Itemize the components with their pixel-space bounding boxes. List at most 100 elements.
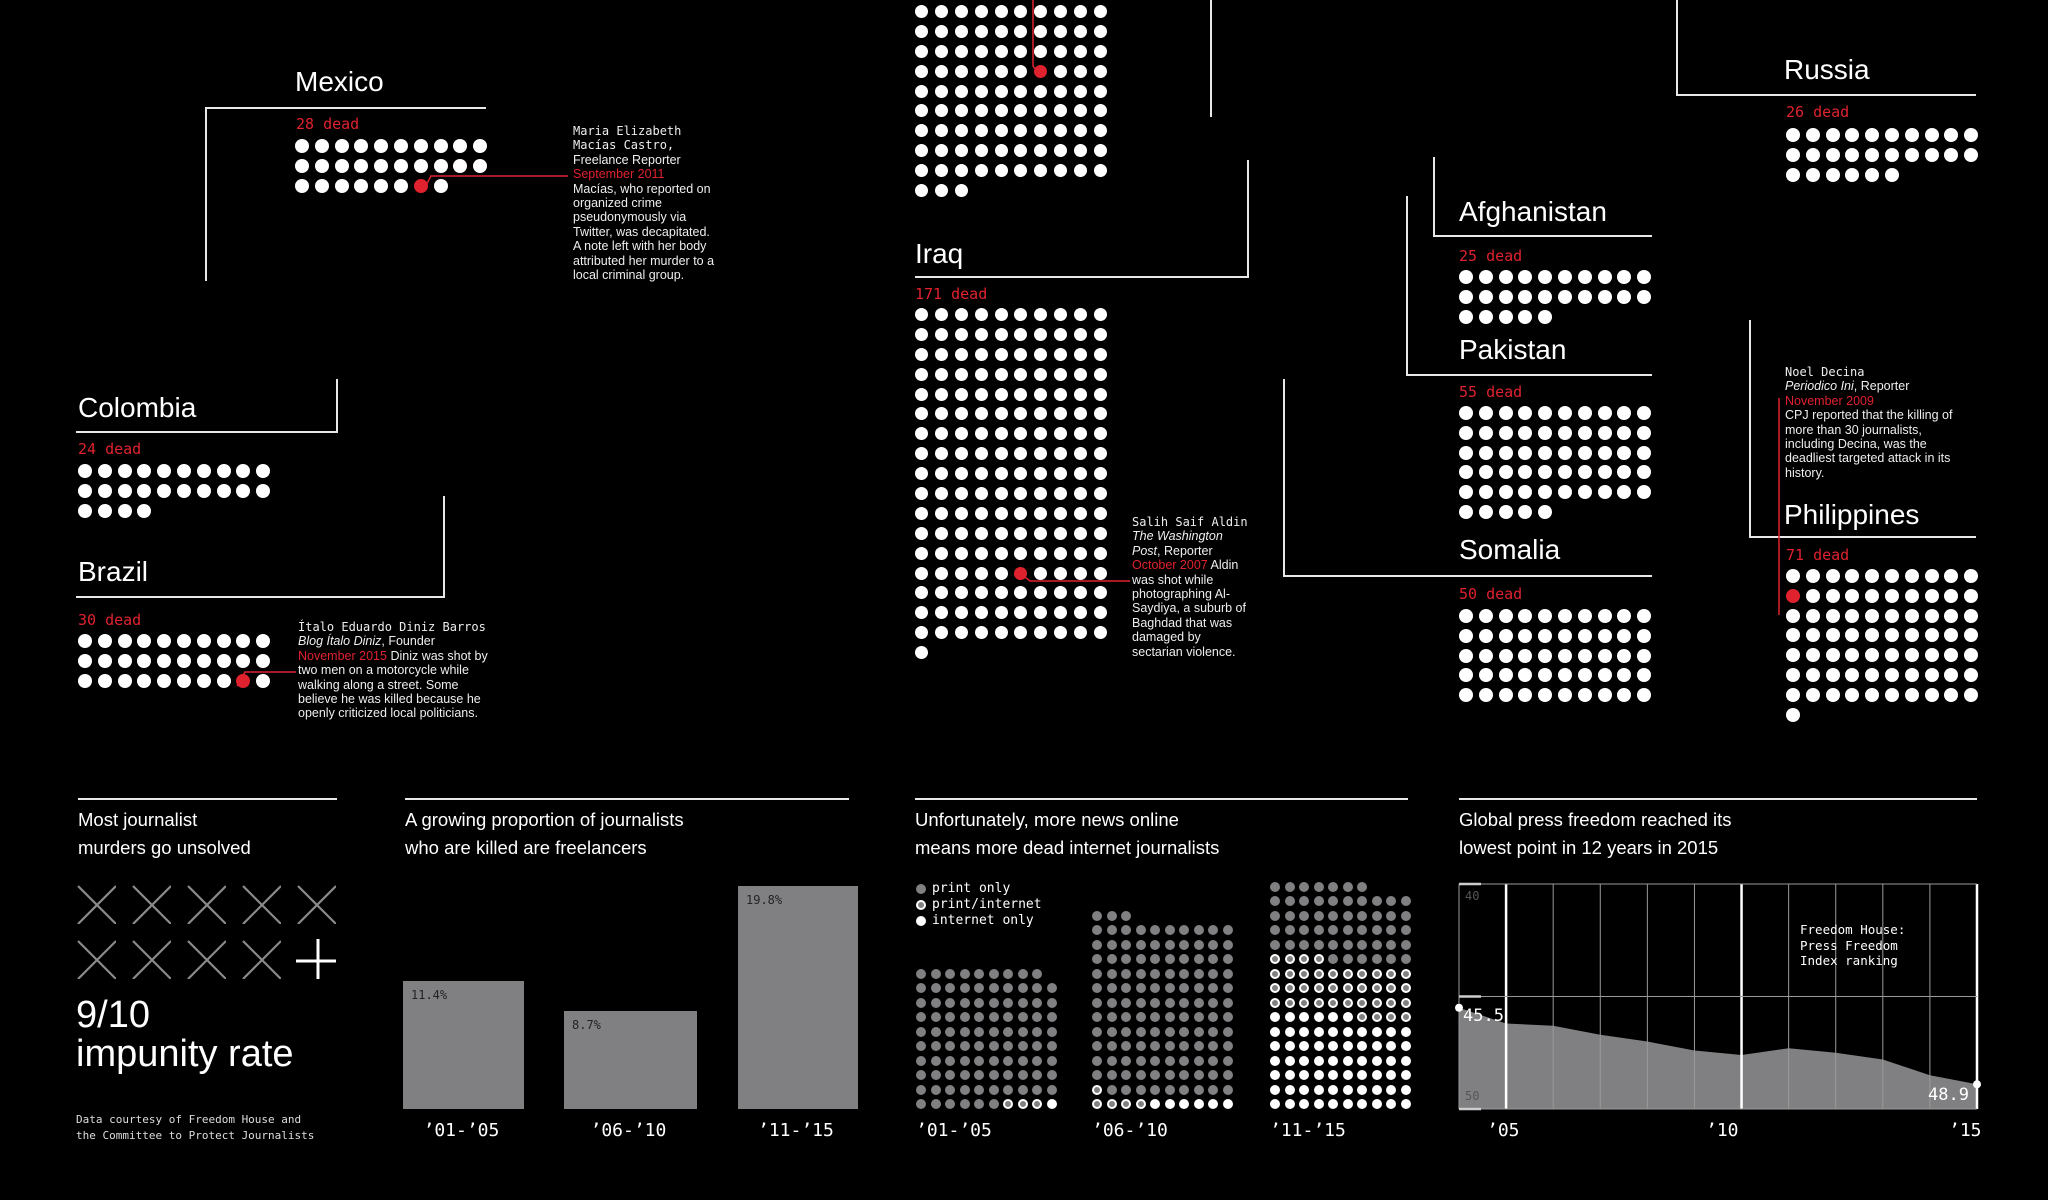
victim-dot <box>1845 648 1860 663</box>
victim-dot <box>1054 387 1068 401</box>
victim-dot <box>117 464 132 478</box>
print-only-dot <box>945 983 955 993</box>
internet-only-dot <box>1342 1099 1353 1109</box>
victim-dot <box>1054 566 1068 580</box>
dead-count: 171 dead <box>915 285 988 303</box>
victim-dot <box>1786 167 1800 182</box>
victim-dot <box>994 427 1008 441</box>
start-point <box>1455 1003 1463 1012</box>
print-only-dot <box>1386 896 1396 906</box>
print-internet-dot <box>1313 997 1324 1008</box>
victim-dot <box>1825 648 1840 663</box>
outlet: The Washington Post <box>1132 529 1223 558</box>
victim-dot <box>453 139 468 153</box>
internet-only-dot <box>1270 1070 1280 1080</box>
victim-dot <box>915 626 928 640</box>
victim-dot <box>1557 628 1572 643</box>
print-only-dot <box>1017 1012 1028 1022</box>
victim-dot <box>1074 84 1088 98</box>
victim-dot <box>1074 467 1088 481</box>
victim-dot <box>1924 628 1939 643</box>
print-only-dot <box>1106 1084 1117 1095</box>
print-only-dot <box>1193 968 1204 979</box>
victim-dot <box>473 158 488 173</box>
victim-dot <box>1074 144 1088 158</box>
victim-dot <box>1518 406 1533 420</box>
print-only-dot <box>1164 1084 1175 1095</box>
print-internet-dot <box>1371 1012 1382 1022</box>
victim-dot <box>1034 347 1048 361</box>
victim-dot <box>1014 407 1028 421</box>
victim-dot <box>934 164 948 178</box>
victim-dot <box>1478 309 1493 324</box>
victim-name: Salih Saif Aldin <box>1132 515 1248 529</box>
victim-dot <box>1094 626 1108 640</box>
victim-dot <box>974 467 988 481</box>
victim-dot <box>934 566 948 580</box>
internet-only-dot <box>1313 1026 1324 1037</box>
victim-dot <box>1786 667 1800 682</box>
print-internet-dot <box>1284 954 1295 964</box>
internet-only-dot <box>1193 1099 1204 1109</box>
victim-dot <box>1825 128 1840 142</box>
internet-only-dot <box>1299 1041 1309 1051</box>
victim-dot <box>1845 667 1860 682</box>
print-only-dot <box>1342 896 1353 906</box>
victim-dot <box>994 347 1008 361</box>
victim-dot <box>934 124 948 138</box>
print-only-dot <box>974 1012 984 1022</box>
print-internet-dot <box>1284 983 1295 993</box>
victim-dot <box>954 308 968 321</box>
victim-dot <box>1557 445 1572 460</box>
victim-dot <box>994 308 1008 321</box>
print-only-dot <box>1270 896 1280 906</box>
victim-dot <box>1074 487 1088 501</box>
print-only-dot <box>1193 954 1204 964</box>
victim-dot <box>954 467 968 481</box>
internet-only-dot <box>1284 1084 1295 1095</box>
victim-dot <box>1944 648 1959 663</box>
victim-dot <box>994 526 1008 540</box>
victim-dot <box>1884 687 1899 702</box>
victim-dot <box>1617 289 1632 304</box>
print-only-dot <box>959 1041 970 1051</box>
print-only-dot <box>1017 1084 1028 1095</box>
print-only-dot <box>1092 983 1102 993</box>
victim-dot <box>1865 167 1880 182</box>
print-only-dot <box>1208 983 1218 993</box>
print-only-dot <box>1150 1012 1160 1022</box>
internet-only-dot <box>1386 1099 1396 1109</box>
victim-dot <box>1964 648 1979 663</box>
print-only-dot <box>1003 1055 1013 1066</box>
victim-dot <box>934 506 948 520</box>
internet-only-dot <box>1328 1055 1338 1066</box>
victim-dot <box>994 124 1008 138</box>
victim-dot <box>1825 608 1840 623</box>
print-only-dot <box>930 1026 941 1037</box>
victim-dot <box>1478 465 1493 480</box>
victim-dot <box>934 526 948 540</box>
victim-dot <box>1478 289 1493 304</box>
victim-dot <box>1944 147 1959 162</box>
victim-dot <box>1498 668 1513 683</box>
victim-dot <box>314 139 329 153</box>
internet-only-dot <box>1357 1055 1367 1066</box>
print-internet-dot <box>1270 954 1280 964</box>
print-internet-dot <box>1313 954 1324 964</box>
print-only-dot <box>959 983 970 993</box>
print-only-dot <box>1328 925 1338 935</box>
victim-dot <box>1825 147 1840 162</box>
print-only-dot <box>1400 954 1411 964</box>
victim-dot <box>915 104 928 118</box>
victim-dot <box>1597 688 1612 703</box>
date: November 2015 <box>298 648 387 663</box>
internet-only-dot <box>1284 1055 1295 1066</box>
victim-dot <box>1786 648 1800 663</box>
victim-dot <box>1845 167 1860 182</box>
print-internet-dot <box>1106 1099 1117 1109</box>
victim-dot <box>256 483 271 498</box>
victim-dot <box>954 586 968 600</box>
victim-dot <box>1034 526 1048 540</box>
print-only-dot <box>930 997 941 1008</box>
victim-dot <box>1637 688 1652 703</box>
